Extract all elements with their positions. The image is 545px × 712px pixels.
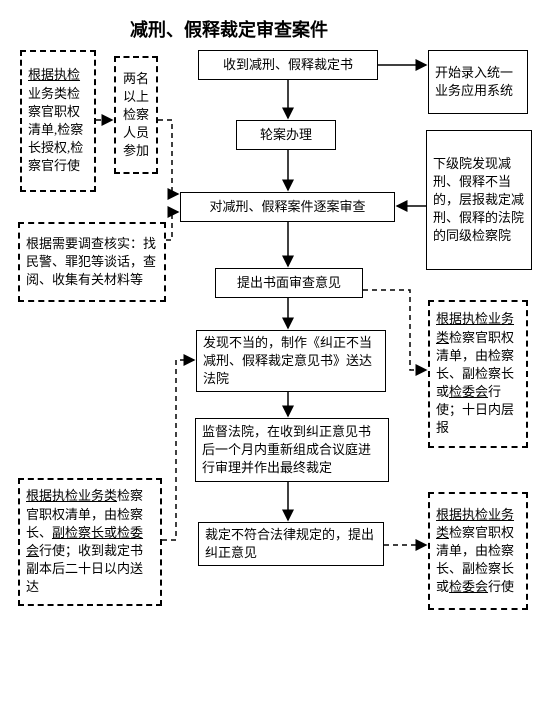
anno-investigate: 根据需要调查核实：找民警、罪犯等谈话，查阅、收集有关材料等 bbox=[18, 222, 166, 302]
node-supervise-label: 监督法院，在收到纠正意见书后一个月内重新组成合议庭进行审理并作出最终裁定 bbox=[202, 423, 382, 478]
plain-text: 行使；收到裁定书副本后二十日以内送达 bbox=[26, 543, 143, 594]
ul-text: 检 bbox=[67, 67, 80, 82]
node-correct-doc-label: 发现不当的，制作《纠正不当减刑、假释裁定意见书》送达法院 bbox=[203, 334, 379, 389]
node-rotate-label: 轮案办理 bbox=[260, 126, 312, 144]
anno-delivery-20days-label: 根据执检业务类检察官职权清单，由检察长、副检察长或检委会行使；收到裁定书副本后二… bbox=[26, 487, 154, 596]
side-system-entry-label: 开始录入统一业务应用系统 bbox=[435, 64, 521, 100]
node-illegal-ruling: 裁定不符合法律规定的，提出纠正意见 bbox=[198, 522, 384, 566]
side-system-entry: 开始录入统一业务应用系统 bbox=[428, 50, 528, 114]
anno-authority-right: 根据执检业务类检察官职权清单，由检察长、副检察长或检委会行使 bbox=[428, 492, 528, 610]
plain-text: 行使 bbox=[488, 579, 514, 594]
node-rotate: 轮案办理 bbox=[236, 120, 336, 150]
anno-10days-report: 根据执检业务类检察官职权清单，由检察长、副检察长或检委会行使；十日内层报 bbox=[428, 300, 528, 448]
node-review-label: 对减刑、假释案件逐案审查 bbox=[209, 198, 365, 216]
page-title: 减刑、假释裁定审查案件 bbox=[130, 16, 328, 42]
side-lower-court: 下级院发现减刑、假释不当的，层报裁定减刑、假释的法院的同级检察院 bbox=[426, 130, 532, 270]
node-review: 对减刑、假释案件逐案审查 bbox=[180, 192, 395, 222]
node-opinion-label: 提出书面审查意见 bbox=[237, 274, 341, 292]
anno-two-inspectors-label: 两名以上检察人员参加 bbox=[122, 70, 150, 161]
node-receive: 收到减刑、假释裁定书 bbox=[198, 50, 378, 80]
node-illegal-ruling-label: 裁定不符合法律规定的，提出纠正意见 bbox=[205, 526, 377, 562]
ul-text: 检委会 bbox=[449, 579, 488, 594]
anno-authority-right-label: 根据执检业务类检察官职权清单，由检察长、副检察长或检委会行使 bbox=[436, 506, 520, 597]
ul-text: 根据执检业务类 bbox=[26, 488, 117, 503]
anno-10days-report-label: 根据执检业务类检察官职权清单，由检察长、副检察长或检委会行使；十日内层报 bbox=[436, 310, 520, 437]
anno-authority-left-label: 根据执检业务类检察官职权清单,检察长授权,检察官行使 bbox=[28, 66, 88, 175]
anno-delivery-20days: 根据执检业务类检察官职权清单，由检察长、副检察长或检委会行使；收到裁定书副本后二… bbox=[18, 478, 162, 606]
ul-text: 根据执 bbox=[28, 67, 67, 82]
plain-text: 业务类检察官职权清单,检察长授权,检察官行使 bbox=[28, 86, 83, 174]
anno-authority-left: 根据执检业务类检察官职权清单,检察长授权,检察官行使 bbox=[20, 50, 96, 192]
node-correct-doc: 发现不当的，制作《纠正不当减刑、假释裁定意见书》送达法院 bbox=[196, 330, 386, 392]
node-receive-label: 收到减刑、假释裁定书 bbox=[223, 56, 353, 74]
anno-investigate-label: 根据需要调查核实：找民警、罪犯等谈话，查阅、收集有关材料等 bbox=[26, 235, 158, 290]
anno-two-inspectors: 两名以上检察人员参加 bbox=[114, 56, 158, 174]
node-supervise: 监督法院，在收到纠正意见书后一个月内重新组成合议庭进行审理并作出最终裁定 bbox=[195, 418, 389, 482]
node-opinion: 提出书面审查意见 bbox=[215, 268, 363, 298]
ul-text: 检委会 bbox=[449, 384, 488, 399]
side-lower-court-label: 下级院发现减刑、假释不当的，层报裁定减刑、假释的法院的同级检察院 bbox=[433, 155, 525, 246]
